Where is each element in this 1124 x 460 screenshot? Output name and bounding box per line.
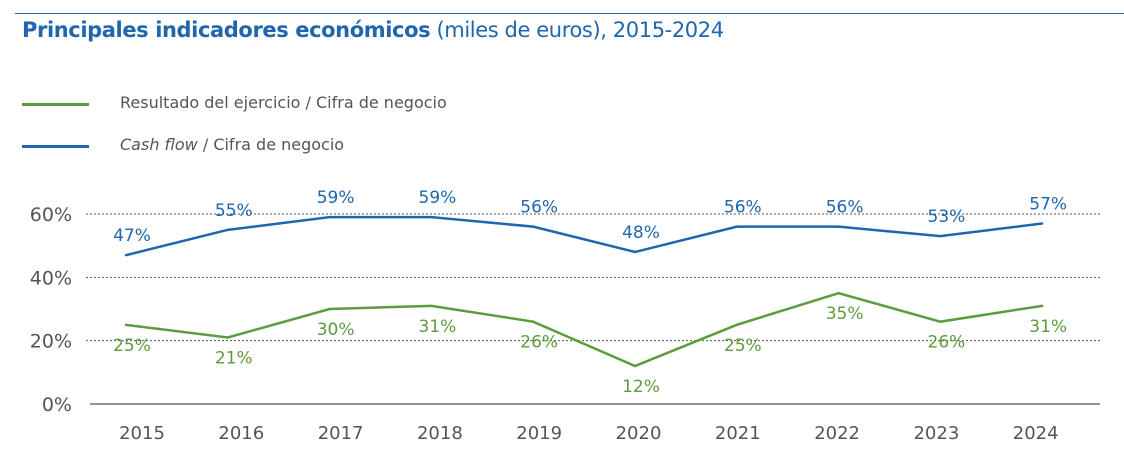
data-label: 26% [928,333,966,353]
data-point [328,215,331,219]
data-point [939,234,942,238]
data-label: 59% [419,188,457,208]
x-tick-label: 2021 [715,423,761,444]
legend-label: Cash flow / Cifra de negocio [120,135,344,154]
data-point [226,336,229,339]
data-point [532,320,535,323]
legend-label-italic: Cash flow [120,135,198,154]
data-point [532,225,535,228]
data-point [430,304,433,308]
data-label: 56% [724,198,762,218]
chart-title: Principales indicadores económicos (mile… [22,18,724,42]
x-tick-label: 2024 [1013,423,1059,444]
data-point [837,291,840,295]
legend-label-rest: / Cifra de negocio [197,135,345,154]
x-tick-label: 2015 [119,423,165,444]
data-point [837,225,840,228]
x-tick-label: 2017 [318,423,364,444]
data-point [1041,222,1044,225]
data-point [735,225,738,228]
legend-swatch-blue [22,145,89,148]
title-bold: Principales indicadores económicos [22,18,431,42]
data-label: 47% [113,226,151,246]
data-label: 57% [1029,195,1067,215]
x-tick-label: 2016 [218,423,264,444]
data-label: 25% [113,336,151,356]
data-point [124,323,128,327]
data-label: 26% [520,333,558,353]
series-line-1 [125,215,1043,257]
series-line-0 [125,291,1043,368]
x-tick-label: 2019 [516,423,562,444]
y-tick-label: 20% [30,331,72,353]
data-label: 55% [215,201,253,221]
data-point [735,323,738,327]
data-point [430,215,433,219]
data-point [633,364,637,368]
data-label: 48% [622,223,660,243]
data-label: 31% [419,317,457,337]
data-label: 30% [317,320,355,340]
data-label: 31% [1029,317,1067,337]
data-label: 12% [622,377,660,397]
x-tick-label: 2020 [616,423,662,444]
x-tick-label: 2022 [814,423,860,444]
data-label: 35% [826,304,864,324]
data-point [124,253,128,257]
legend-swatch-green [22,103,89,106]
data-label: 56% [520,198,558,218]
y-tick-label: 0% [42,394,72,416]
data-label: 56% [826,198,864,218]
data-point [939,320,942,323]
x-tick-label: 2023 [913,423,959,444]
data-point [328,307,331,311]
top-rule [15,13,1124,14]
data-label: 25% [724,336,762,356]
title-rest: (miles de euros), 2015-2024 [430,18,724,42]
data-point [633,250,637,254]
y-tick-label: 60% [30,204,72,226]
legend-label: Resultado del ejercicio / Cifra de negoc… [120,93,447,112]
data-label: 53% [928,207,966,227]
data-point [226,228,229,232]
data-label: 21% [215,349,253,369]
data-label: 59% [317,188,355,208]
y-tick-label: 40% [30,267,72,289]
data-point [1041,304,1044,308]
x-tick-label: 2018 [417,423,463,444]
